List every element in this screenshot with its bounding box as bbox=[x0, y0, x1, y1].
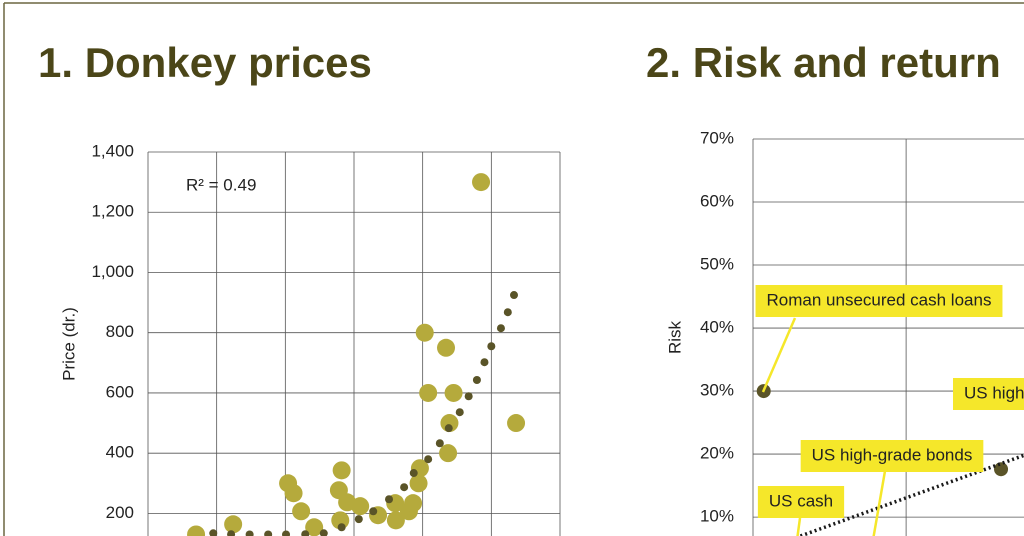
chart-title: 1. Donkey prices bbox=[38, 39, 372, 86]
annotation: US high- bbox=[964, 383, 1024, 402]
data-point bbox=[301, 530, 310, 536]
data-point bbox=[409, 474, 428, 493]
annotation: R² = 0.49 bbox=[186, 175, 256, 194]
data-point bbox=[282, 530, 291, 536]
data-point bbox=[487, 342, 496, 351]
data-point bbox=[209, 529, 218, 536]
leader-line bbox=[872, 470, 887, 536]
data-point bbox=[415, 323, 434, 342]
y-tick-label: 60% bbox=[700, 192, 734, 211]
y-tick-label: 1,000 bbox=[91, 262, 134, 281]
chart-title: 2. Risk and return bbox=[646, 39, 1001, 86]
data-point bbox=[284, 484, 303, 503]
y-tick-label: 600 bbox=[106, 382, 134, 401]
y-tick-label: 40% bbox=[700, 318, 734, 337]
annotation-bg bbox=[953, 378, 1024, 410]
leader-line bbox=[761, 317, 797, 393]
data-point bbox=[385, 495, 394, 504]
data-point bbox=[496, 324, 505, 333]
y-tick-label: 800 bbox=[106, 322, 134, 341]
y-tick-label: 70% bbox=[700, 128, 734, 147]
data-point bbox=[437, 338, 456, 357]
data-point bbox=[409, 469, 418, 478]
y-tick-label: 400 bbox=[106, 443, 134, 462]
annotation-bg bbox=[757, 486, 845, 518]
data-point bbox=[472, 173, 491, 192]
data-point bbox=[480, 358, 489, 367]
data-point bbox=[404, 494, 423, 513]
data-point bbox=[509, 291, 518, 300]
data-point bbox=[444, 383, 463, 402]
y-tick-label: 1,400 bbox=[91, 141, 134, 160]
data-point bbox=[464, 392, 473, 401]
data-point bbox=[354, 515, 363, 524]
data-point bbox=[400, 483, 409, 492]
data-point bbox=[424, 455, 433, 464]
data-point bbox=[292, 502, 311, 521]
data-point bbox=[472, 375, 481, 384]
y-tick-label: 200 bbox=[106, 503, 134, 522]
data-point bbox=[187, 525, 206, 536]
annotation: Roman unsecured cash loans bbox=[767, 290, 992, 309]
data-point bbox=[507, 414, 526, 433]
data-point bbox=[419, 383, 438, 402]
annotation-box: Roman unsecured cash loans bbox=[755, 285, 1003, 317]
annotation-box: US high-grade bonds bbox=[800, 440, 984, 472]
data-point bbox=[351, 497, 370, 516]
annotation-bg bbox=[800, 440, 984, 472]
data-point bbox=[455, 408, 464, 417]
data-point bbox=[386, 511, 405, 530]
y-axis-label: Price (dr.) bbox=[59, 307, 78, 381]
annotation-bg bbox=[755, 285, 1003, 317]
annotation: US high-grade bonds bbox=[812, 445, 973, 464]
data-point bbox=[224, 515, 243, 534]
data-point bbox=[319, 529, 328, 536]
data-point bbox=[245, 530, 254, 536]
y-tick-label: 1,200 bbox=[91, 202, 134, 221]
annotation-box: US high- bbox=[953, 378, 1024, 410]
data-point bbox=[227, 530, 236, 536]
data-point bbox=[444, 424, 453, 433]
data-point bbox=[264, 530, 273, 536]
data-point bbox=[337, 523, 346, 532]
data-point bbox=[369, 507, 378, 516]
data-point bbox=[305, 518, 324, 536]
y-tick-label: 50% bbox=[700, 255, 734, 274]
leader-line bbox=[796, 517, 802, 536]
annotation-box: US cash bbox=[757, 486, 845, 518]
data-point bbox=[994, 462, 1009, 477]
y-tick-label: 10% bbox=[700, 507, 734, 526]
y-tick-label: 30% bbox=[700, 381, 734, 400]
y-tick-label: 20% bbox=[700, 444, 734, 463]
data-point bbox=[332, 461, 351, 480]
y-axis-label: Risk bbox=[665, 320, 684, 354]
data-point bbox=[503, 308, 512, 317]
data-point bbox=[439, 444, 458, 463]
data-point bbox=[435, 439, 444, 448]
annotation: US cash bbox=[769, 491, 833, 510]
